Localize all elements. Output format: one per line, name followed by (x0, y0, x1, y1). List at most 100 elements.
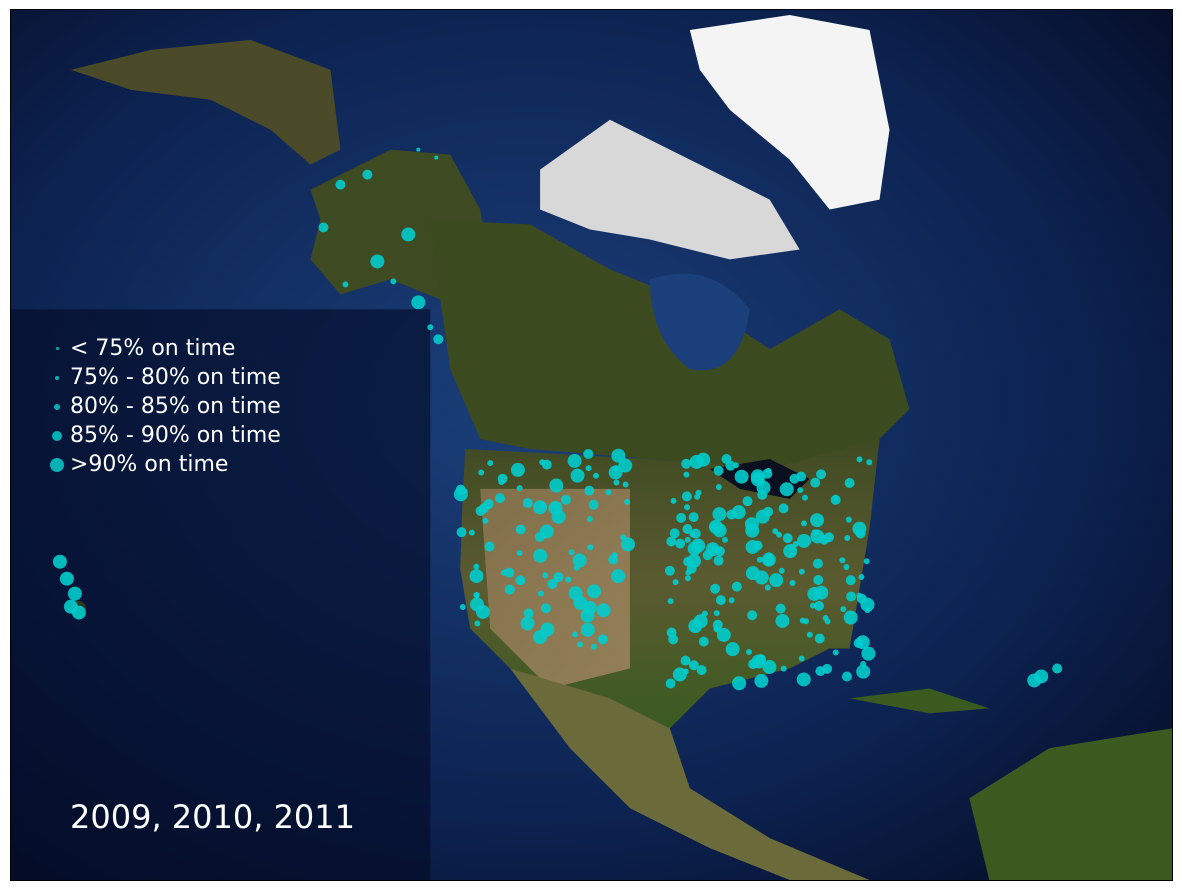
airport-marker (592, 472, 599, 479)
airport-marker (813, 574, 824, 585)
airport-marker (779, 482, 794, 497)
airport-marker (754, 673, 769, 688)
airport-marker (855, 635, 870, 650)
airport-marker (695, 489, 702, 496)
airport-marker (553, 572, 564, 583)
airport-marker (596, 603, 611, 618)
airport-marker (713, 610, 720, 617)
airport-marker (797, 487, 804, 494)
airport-marker (856, 664, 871, 679)
airport-marker (670, 497, 677, 504)
airport-marker (814, 585, 829, 600)
airport-marker (478, 469, 485, 476)
airport-marker (812, 558, 823, 569)
airport-marker (335, 179, 346, 190)
airport-marker (533, 500, 548, 515)
airport-marker (427, 324, 434, 331)
airport-markers (52, 147, 1063, 691)
airport-marker (416, 147, 421, 152)
airport-marker (814, 633, 825, 644)
airport-marker (691, 538, 706, 553)
airport-marker (587, 544, 594, 551)
airport-marker (788, 544, 795, 551)
airport-marker (551, 509, 566, 524)
hudson-bay (649, 273, 750, 371)
airport-marker (479, 503, 490, 514)
airport-marker (757, 489, 768, 500)
airport-marker (597, 634, 608, 645)
legend-label: 85% - 90% on time (70, 423, 281, 448)
airport-marker (864, 607, 871, 614)
airport-marker (590, 643, 597, 650)
airport-marker (810, 602, 817, 609)
airport-marker (459, 603, 466, 610)
airport-marker (605, 489, 612, 496)
airport-marker (852, 521, 867, 536)
legend-marker (55, 347, 59, 350)
airport-marker (67, 586, 82, 601)
airport-marker (680, 655, 691, 666)
airport-marker (71, 605, 86, 620)
airport-marker (745, 523, 760, 538)
legend-marker (50, 457, 64, 472)
airport-marker (473, 591, 480, 598)
legend-marker (55, 375, 59, 380)
legend-label: < 75% on time (70, 336, 236, 361)
airport-marker (801, 520, 808, 527)
airport-marker (782, 533, 793, 544)
airport-marker (482, 517, 489, 524)
airport-marker (684, 504, 691, 511)
airport-marker (567, 453, 582, 468)
airport-marker (721, 453, 732, 464)
airport-marker (756, 556, 763, 563)
airport-marker (390, 278, 397, 285)
airport-marker (856, 456, 863, 463)
legend-marker (54, 403, 60, 410)
airport-marker (683, 556, 694, 567)
airport-marker (504, 567, 515, 578)
airport-marker (411, 295, 426, 310)
legend-label: 80% - 85% on time (70, 394, 281, 419)
airport-marker (713, 555, 724, 566)
airport-marker (586, 516, 593, 523)
airport-marker (608, 465, 623, 480)
legend-item-over-90: >90% on time (48, 450, 281, 479)
airport-marker (806, 631, 813, 638)
airport-marker (775, 613, 790, 628)
airport-marker (811, 529, 818, 536)
airport-marker (362, 169, 373, 180)
airport-marker (540, 603, 551, 614)
airport-marker (484, 541, 495, 552)
airport-marker (701, 610, 708, 617)
airport-marker (613, 479, 620, 486)
airport-marker (570, 468, 585, 483)
airport-marker (611, 569, 626, 584)
airport-marker (676, 512, 687, 523)
airport-marker (620, 537, 635, 552)
airport-marker (470, 597, 485, 612)
airport-marker (681, 491, 692, 502)
airport-marker (682, 524, 693, 535)
airport-marker (587, 584, 602, 599)
airport-marker (52, 554, 67, 569)
airport-marker (858, 574, 865, 581)
airport-marker (401, 227, 416, 242)
airport-marker (572, 631, 579, 638)
airport-marker (540, 501, 547, 508)
airport-marker (839, 557, 846, 564)
airport-marker (814, 600, 825, 611)
airport-marker (434, 155, 439, 160)
airport-marker (539, 524, 554, 539)
airport-marker (797, 533, 812, 548)
airport-marker (844, 535, 851, 542)
airport-marker (861, 646, 876, 661)
airport-marker (547, 578, 558, 589)
airport-marker (712, 523, 727, 538)
airport-marker (840, 606, 847, 613)
airport-marker (845, 575, 856, 586)
airport-marker (688, 619, 703, 634)
airport-marker (685, 569, 692, 576)
airport-marker (59, 571, 74, 586)
siberia (70, 39, 341, 165)
airport-marker (762, 659, 777, 674)
